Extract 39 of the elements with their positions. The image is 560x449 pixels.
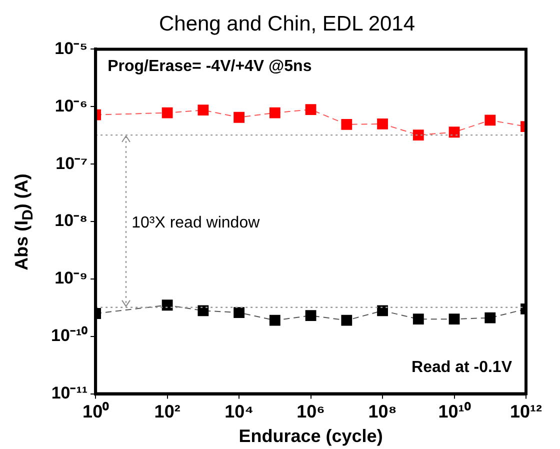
point [377,118,388,130]
point [162,300,173,311]
x-tick-label: 10⁴ [224,402,254,422]
point [162,107,173,118]
point [484,114,496,126]
point [269,107,280,118]
y-tick-label: 10⁻⁶ [54,96,88,116]
point [377,305,388,316]
point [341,118,352,130]
chart-title: Cheng and Chin, EDL 2014 [158,12,416,36]
x-tick-label: 10⁶ [296,402,325,422]
point [234,307,244,318]
x-tick-label: 10¹² [510,402,542,422]
y-tick-label: 10⁻⁵ [54,38,88,58]
point [305,104,316,115]
point [269,314,280,326]
x-tick-label: 10¹⁰ [438,402,472,422]
x-axis-title: Endurace (cycle) [238,426,383,446]
point [341,314,352,326]
y-tick-label: 10⁻¹¹ [51,383,88,402]
point [448,126,460,138]
x-tick-label: 10⁸ [368,402,397,422]
annotation: Read at -0.1V [412,358,512,376]
point [412,314,424,325]
x-tick-label: 10⁰ [82,402,110,422]
x-tick-label: 10² [154,402,180,422]
annotation: Prog/Erase= -4V/+4V @5ns [108,58,312,76]
point [484,312,496,324]
annotation: 10³X read window [132,214,260,232]
y-tick-label: 10⁻⁹ [54,268,88,288]
point [305,310,316,322]
point [448,314,460,325]
point [198,305,209,316]
point [412,130,424,141]
point [198,104,209,116]
point [234,112,244,123]
y-tick-label: 10⁻⁷ [56,154,88,173]
y-tick-label: 10⁻¹⁰ [50,326,88,346]
y-tick-label: 10⁻⁸ [54,211,88,230]
